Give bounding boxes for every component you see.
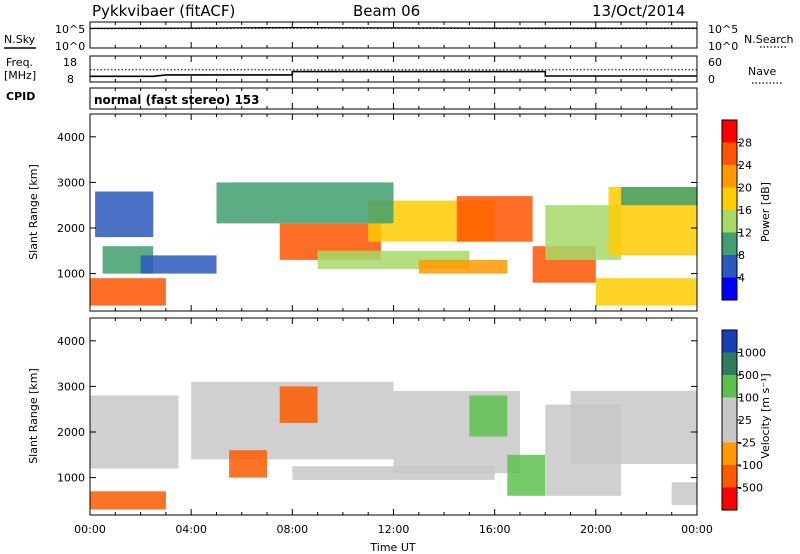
ytick-label: 4000 bbox=[57, 131, 85, 144]
data-cell bbox=[279, 386, 318, 423]
power-ylabel: Slant Range [km] bbox=[27, 164, 40, 260]
colorbar-swatch bbox=[722, 420, 737, 443]
power-panel: 4000 3000 2000 1000 Slant Range [km] bbox=[27, 113, 698, 312]
colorbar-swatch bbox=[722, 165, 737, 188]
data-cell bbox=[418, 259, 508, 274]
freq-tick-bottom: 8 bbox=[67, 73, 74, 86]
velocity-panel: 4000 3000 2000 1000 Slant Range [km] bbox=[27, 317, 698, 516]
xtick-label: 00:00 bbox=[681, 523, 713, 536]
freq-label: Freq. bbox=[6, 56, 33, 69]
colorbar-tick-label: 24 bbox=[738, 159, 752, 172]
cpid-strip: CPID normal (fast stereo) 153 bbox=[6, 87, 698, 110]
power-colorbar: 28 24 20 16 12 8 4 bbox=[721, 119, 752, 301]
cpid-label: CPID bbox=[6, 90, 35, 103]
freq-series-line bbox=[90, 70, 697, 78]
data-cell bbox=[216, 182, 394, 224]
xtick-label: 08:00 bbox=[276, 523, 308, 536]
ytick-label: 2000 bbox=[57, 426, 85, 439]
colorbar-swatch bbox=[722, 465, 737, 488]
data-cell bbox=[621, 187, 697, 206]
ytick-label: 4000 bbox=[57, 335, 85, 348]
colorbar-swatch bbox=[722, 210, 737, 233]
xtick-label: 00:00 bbox=[74, 523, 106, 536]
xtick-label: 16:00 bbox=[479, 523, 511, 536]
colorbar-swatch bbox=[722, 442, 737, 466]
colorbar-swatch bbox=[722, 120, 737, 143]
xtick-label: 20:00 bbox=[580, 523, 612, 536]
colorbar-swatch bbox=[722, 352, 737, 376]
colorbar-tick-label: -25 bbox=[738, 437, 756, 450]
colorbar-tick-label: 25 bbox=[738, 414, 752, 427]
colorbar-tick-label: 12 bbox=[738, 227, 752, 240]
data-cell bbox=[140, 255, 217, 274]
ytick-label: 2000 bbox=[57, 222, 85, 235]
ytick-label: 1000 bbox=[57, 268, 85, 281]
cpid-text: normal (fast stereo) 153 bbox=[94, 93, 260, 107]
data-cell bbox=[595, 278, 697, 306]
colorbar-tick-label: 4 bbox=[738, 272, 745, 285]
data-cell bbox=[507, 454, 546, 496]
data-cell bbox=[90, 278, 166, 306]
colorbar-tick-label: 100 bbox=[738, 392, 759, 405]
colorbar-tick-label: -100 bbox=[738, 459, 763, 472]
colorbar-swatch bbox=[722, 187, 737, 211]
nsky-right-tick-bottom: 10^0 bbox=[708, 40, 738, 53]
velocity-colorbar: 1000 500 100 25 -25 -100 -500 bbox=[721, 329, 766, 511]
freq-tick-top: 18 bbox=[63, 56, 77, 69]
data-cell bbox=[229, 450, 267, 478]
radar-title: Pykkvibaer (fitACF) bbox=[92, 2, 235, 20]
velocity-colorbar-title: Velocity [m s⁻¹] bbox=[759, 373, 772, 458]
colorbar-swatch bbox=[722, 397, 737, 421]
xtick-label: 04:00 bbox=[175, 523, 207, 536]
colorbar-swatch bbox=[722, 330, 737, 353]
power-data-layer bbox=[90, 182, 697, 306]
velocity-ylabel: Slant Range [km] bbox=[27, 368, 40, 464]
colorbar-tick-label: 8 bbox=[738, 249, 745, 262]
nsky-tick-top: 10^5 bbox=[55, 23, 85, 36]
velocity-data-layer bbox=[90, 381, 697, 510]
colorbar-tick-label: 16 bbox=[738, 204, 752, 217]
colorbar-tick-label: 1000 bbox=[738, 347, 766, 360]
colorbar-tick-label: 500 bbox=[738, 369, 759, 382]
data-cell bbox=[570, 391, 697, 464]
nsky-label: N.Sky bbox=[4, 33, 36, 46]
xaxis-label: Time UT bbox=[369, 541, 415, 554]
nsky-right-tick-top: 10^5 bbox=[708, 23, 738, 36]
colorbar-swatch bbox=[722, 142, 737, 166]
colorbar-tick-label: 28 bbox=[738, 137, 752, 150]
power-yaxis: 4000 3000 2000 1000 bbox=[57, 131, 697, 281]
nsky-tick-bottom: 10^0 bbox=[55, 40, 85, 53]
power-colorbar-title: Power [dB] bbox=[759, 182, 772, 242]
xtick-label: 12:00 bbox=[378, 523, 410, 536]
nsky-strip: N.Sky 10^5 10^0 10^5 10^0 N.Search bbox=[4, 21, 794, 53]
date-title: 13/Oct/2014 bbox=[592, 2, 685, 20]
ytick-label: 1000 bbox=[57, 472, 85, 485]
ytick-label: 3000 bbox=[57, 176, 85, 189]
nsearch-label: N.Search bbox=[744, 33, 794, 46]
nave-tick-top: 60 bbox=[708, 56, 722, 69]
colorbar-swatch bbox=[722, 277, 737, 301]
data-cell bbox=[292, 466, 495, 480]
colorbar-swatch bbox=[722, 375, 737, 398]
data-cell bbox=[95, 191, 154, 238]
data-cell bbox=[469, 395, 508, 437]
time-axis: 00:00 04:00 08:00 12:00 16:00 20:00 00:00 bbox=[74, 22, 713, 536]
colorbar-swatch bbox=[722, 255, 737, 278]
beam-title: Beam 06 bbox=[353, 2, 420, 20]
ytick-label: 3000 bbox=[57, 380, 85, 393]
colorbar-swatch bbox=[722, 487, 737, 511]
data-cell bbox=[90, 395, 179, 469]
freq-units: [MHz] bbox=[4, 69, 36, 82]
colorbar-tick-label: -500 bbox=[738, 482, 763, 495]
nave-tick-bottom: 0 bbox=[708, 73, 715, 86]
data-cell bbox=[90, 491, 166, 510]
data-cell bbox=[456, 196, 533, 242]
nave-label: Nave bbox=[748, 65, 776, 78]
colorbar-tick-label: 20 bbox=[738, 182, 752, 195]
colorbar-swatch bbox=[722, 232, 737, 256]
data-cell bbox=[671, 482, 697, 505]
velocity-yaxis: 4000 3000 2000 1000 bbox=[57, 335, 697, 485]
